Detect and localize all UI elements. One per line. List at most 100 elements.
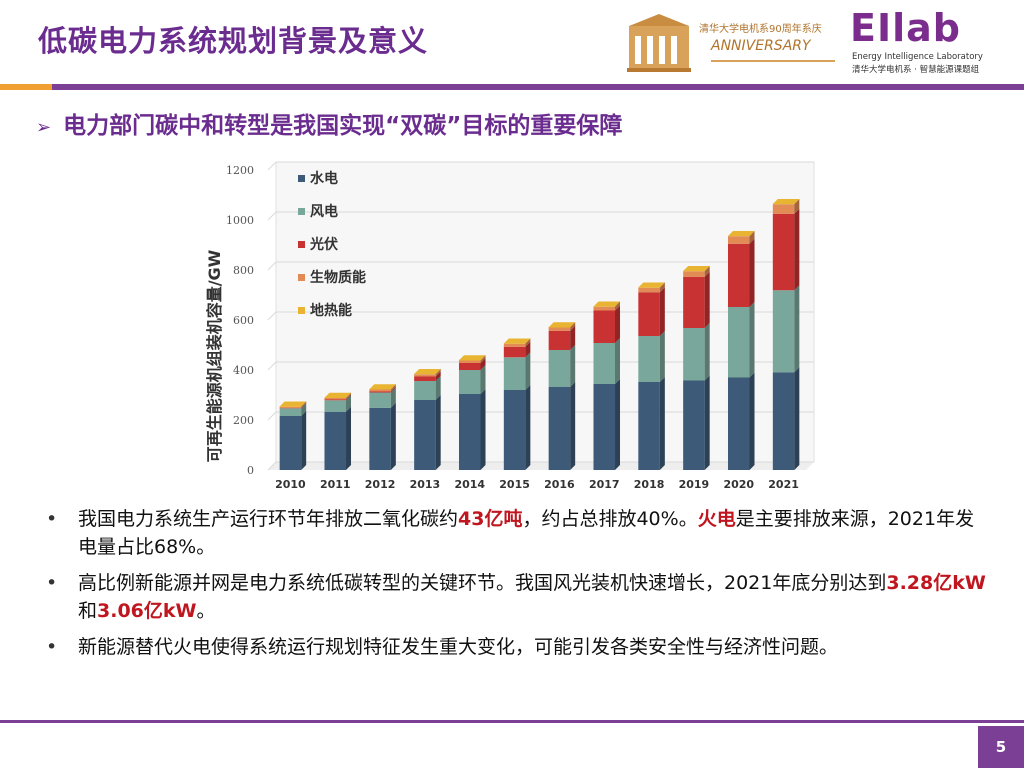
x-tick-label: 2016 bbox=[544, 478, 575, 491]
bar-segment-1 bbox=[279, 408, 302, 416]
bar-top-cap bbox=[727, 231, 755, 236]
bar-segment-3 bbox=[593, 306, 616, 311]
bar-side-1 bbox=[390, 387, 396, 408]
anniversary-emblem-icon bbox=[627, 14, 691, 72]
bar-segment-0 bbox=[638, 382, 660, 470]
y-tick-label: 600 bbox=[233, 314, 254, 327]
bullet-item: • 高比例新能源并网是电力系统低碳转型的关键环节。我国风光装机快速增长，2021年… bbox=[40, 569, 990, 625]
legend-label: 地热能 bbox=[310, 302, 352, 319]
bar-segment-2 bbox=[727, 243, 750, 307]
bar-segment-2 bbox=[683, 276, 705, 328]
bar-segment-0 bbox=[414, 400, 436, 470]
capacity-stacked-bar-chart: 0 200 400 600 800 1000 1200 2010 2011 2012 2013 201… bbox=[205, 161, 815, 491]
bar-segment-2 bbox=[772, 213, 795, 291]
bar-top-cap bbox=[414, 369, 441, 374]
bar-top-cap bbox=[324, 392, 352, 398]
bar-segment-3 bbox=[458, 360, 481, 363]
grid-line-diagonal bbox=[267, 311, 277, 321]
bar-segment-0 bbox=[683, 380, 705, 470]
bullet-text: ，约占总排放40%。 bbox=[522, 508, 698, 530]
bar-side-2 bbox=[390, 386, 396, 393]
bar-side-1 bbox=[525, 352, 531, 390]
legend-swatch bbox=[298, 175, 305, 182]
bar-side-3 bbox=[301, 401, 307, 408]
bullet-text: 新能源替代火电使得系统运行规划特征发生重大变化，可能引发各类安全性与经济性问题。 bbox=[78, 636, 839, 658]
bar-segment-0 bbox=[503, 390, 526, 470]
page-number: 5 bbox=[978, 726, 1024, 768]
bar-side-1 bbox=[659, 331, 665, 382]
grid-lines bbox=[267, 161, 815, 471]
bar-segment-0 bbox=[324, 411, 347, 470]
bar-side-0 bbox=[301, 411, 307, 470]
bar-segment-1 bbox=[727, 307, 750, 378]
highlight-text: 火电 bbox=[697, 508, 736, 530]
bar-side-0 bbox=[346, 406, 352, 470]
anniversary-rule bbox=[711, 60, 835, 62]
bar-side-0 bbox=[435, 395, 441, 470]
bar-segment-2 bbox=[593, 310, 616, 343]
bullet-text: 是主要排放来源，2021年发电量占比68%。 bbox=[78, 508, 975, 558]
section-heading-text: 电力部门碳中和转型是我国实现“双碳”目标的重要保障 bbox=[63, 113, 623, 139]
bar-segment-2 bbox=[548, 330, 571, 350]
x-tick-label: 2021 bbox=[768, 478, 799, 491]
bar-side-0 bbox=[615, 379, 621, 470]
bar-segment-2 bbox=[369, 391, 391, 393]
bar-side-2 bbox=[659, 287, 665, 336]
bar-side-1 bbox=[570, 345, 576, 387]
bar-top-cap bbox=[369, 384, 396, 390]
x-tick-label: 2013 bbox=[410, 478, 441, 491]
bar-segment-0 bbox=[772, 372, 795, 470]
bar-side-0 bbox=[570, 382, 576, 470]
bar-side-0 bbox=[704, 375, 710, 470]
bar-segment-2 bbox=[503, 346, 526, 358]
bar-segment-3 bbox=[727, 236, 750, 244]
legend-label: 风电 bbox=[310, 203, 338, 220]
bar-side-0 bbox=[525, 385, 531, 470]
bullet-item: • 新能源替代火电使得系统运行规划特征发生重大变化，可能引发各类安全性与经济性问题… bbox=[40, 633, 990, 661]
x-tick-label: 2017 bbox=[589, 478, 620, 491]
axis-layer: 0 200 400 600 800 1000 1200 2010 2011 2012 2013 201… bbox=[226, 164, 799, 491]
arrow-bullet-icon: ➢ bbox=[36, 117, 52, 138]
plot-floor bbox=[268, 462, 814, 470]
bar-top-cap bbox=[548, 322, 576, 328]
bar-segment-1 bbox=[369, 392, 391, 408]
bar-segment-3 bbox=[503, 343, 526, 347]
bar-top-cap bbox=[772, 199, 800, 204]
bar-segment-0 bbox=[458, 394, 481, 470]
x-tick-label: 2020 bbox=[723, 478, 754, 491]
bar-segment-3 bbox=[772, 204, 795, 214]
bar-side-3 bbox=[659, 282, 665, 293]
grid-line-diagonal bbox=[267, 211, 277, 221]
grid-line-diagonal bbox=[267, 361, 277, 371]
y-tick-label: 200 bbox=[233, 414, 254, 427]
bar-side-3 bbox=[480, 355, 486, 363]
bar-segment-1 bbox=[638, 336, 660, 382]
bar-segment-3 bbox=[414, 374, 436, 377]
bullet-list: • 我国电力系统生产运行环节年排放二氧化碳约43亿吨，约占总排放40%。火电是主要… bbox=[40, 505, 990, 669]
bar-side-1 bbox=[480, 365, 486, 394]
x-tick-label: 2012 bbox=[365, 478, 396, 491]
bar-side-3 bbox=[570, 322, 576, 331]
bullet-dot-icon: • bbox=[46, 572, 58, 594]
bar-side-3 bbox=[346, 393, 352, 400]
bar-side-2 bbox=[525, 341, 531, 358]
grid-line-diagonal bbox=[267, 411, 277, 421]
bar-side-3 bbox=[390, 384, 396, 392]
eilab-logo: EIlab Energy Intelligence Laboratory 清华大… bbox=[850, 6, 1015, 75]
legend-swatch bbox=[298, 274, 305, 281]
legend-label: 光伏 bbox=[309, 236, 338, 253]
bar-side-1 bbox=[435, 376, 441, 400]
bar-segment-0 bbox=[593, 384, 616, 470]
bar-side-2 bbox=[704, 271, 710, 328]
bar-side-3 bbox=[794, 199, 800, 214]
bar-segment-1 bbox=[458, 370, 481, 394]
x-tick-label: 2019 bbox=[679, 478, 710, 491]
header-divider bbox=[0, 84, 1024, 90]
bar-top-cap bbox=[279, 401, 307, 407]
highlight-text: 43亿吨 bbox=[458, 508, 523, 530]
y-tick-label: 0 bbox=[247, 464, 254, 477]
bullet-dot-icon: • bbox=[46, 636, 58, 658]
bar-segment-0 bbox=[279, 416, 302, 470]
grid-line-diagonal bbox=[267, 261, 277, 271]
